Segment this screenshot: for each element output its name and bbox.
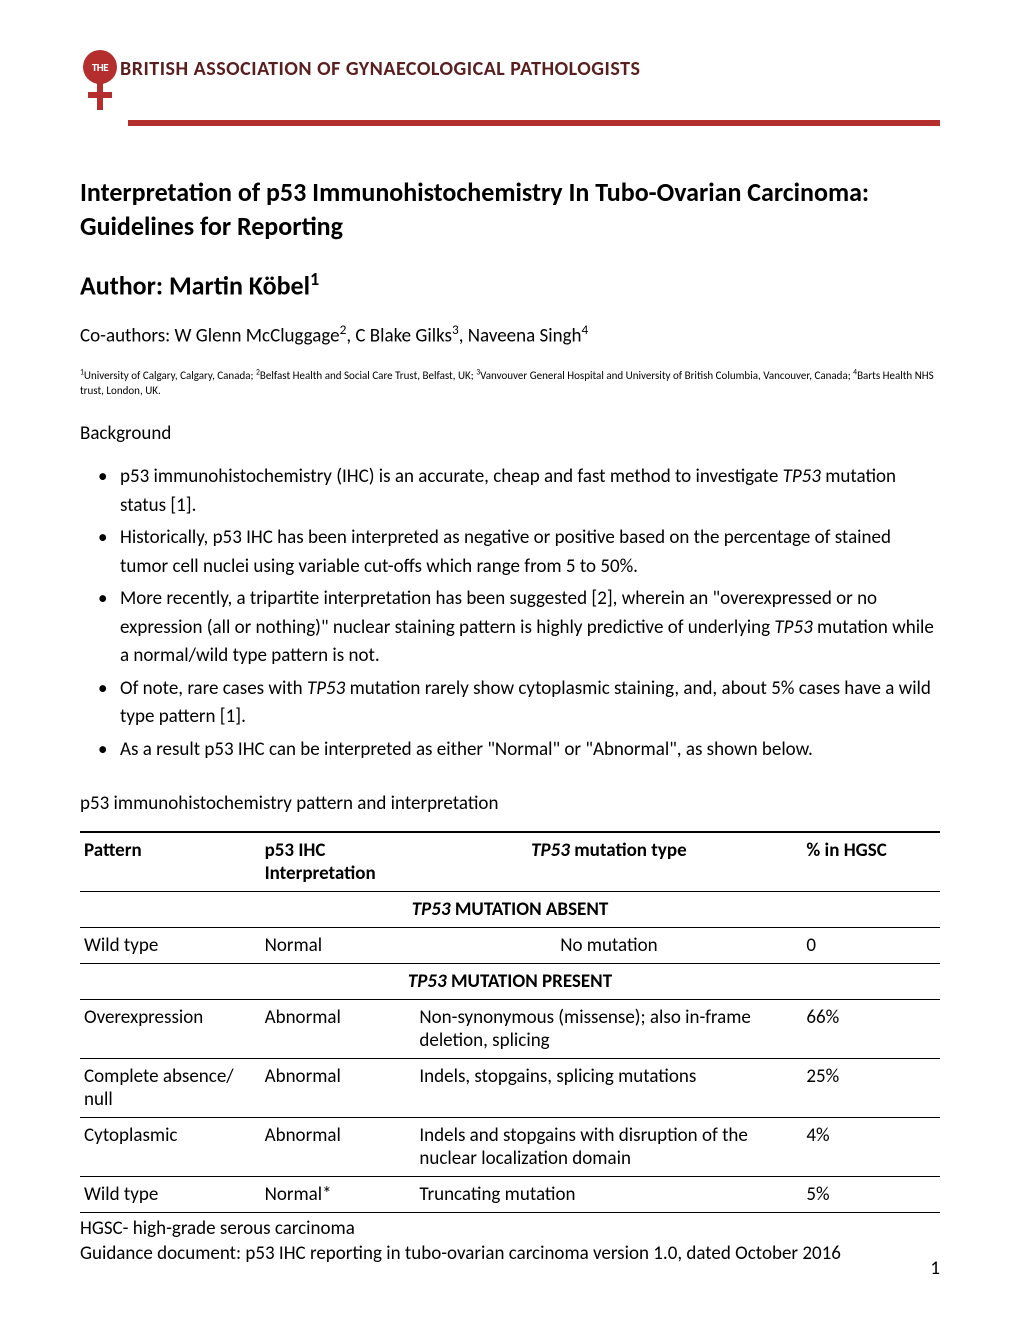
author-heading: Author: Martin Köbel1 — [80, 268, 940, 302]
list-item: Historically, p53 IHC has been interpret… — [120, 524, 940, 581]
affil-3: Vanvouver General Hospital and Universit… — [480, 369, 853, 382]
cell-pct: 25% — [802, 1059, 940, 1118]
table-row: Cytoplasmic Abnormal Indels and stopgain… — [80, 1118, 940, 1177]
cell-interp: Abnormal — [261, 1118, 416, 1177]
cell-pattern: Complete absence/ null — [80, 1059, 261, 1118]
cell-pct: 66% — [802, 1000, 940, 1059]
logo-cross-horizontal — [88, 92, 112, 98]
logo-symbol: THE — [80, 50, 120, 110]
organization-name: BRITISH ASSOCIATION OF GYNAECOLOGICAL PA… — [120, 57, 640, 81]
bullet-text: p53 immunohistochemistry (IHC) is an acc… — [120, 465, 783, 488]
cell-pattern: Overexpression — [80, 1000, 261, 1059]
cell-interp: Abnormal — [261, 1000, 416, 1059]
document-footer: Guidance document: p53 IHC reporting in … — [80, 1242, 940, 1265]
bullet-text: Of note, rare cases with — [120, 677, 307, 700]
cell-interp: Normal* — [261, 1177, 416, 1213]
col-header-pattern: Pattern — [80, 832, 261, 892]
coauthor-2-sup: 3 — [452, 321, 459, 338]
section-italic: TP53 — [408, 970, 447, 993]
coauthor-3-sup: 4 — [582, 321, 589, 338]
affil-2: Belfast Health and Social Care Trust, Be… — [260, 369, 476, 382]
header-logo: THE BRITISH ASSOCIATION OF GYNAECOLOGICA… — [80, 50, 940, 110]
bullet-text: More recently, a tripartite interpretati… — [120, 587, 877, 639]
logo-circle-text: THE — [92, 61, 108, 74]
list-item: As a result p53 IHC can be interpreted a… — [120, 736, 940, 765]
section-cell: TP53 MUTATION PRESENT — [80, 964, 940, 1000]
section-text: MUTATION PRESENT — [447, 970, 612, 993]
list-item: More recently, a tripartite interpretati… — [120, 585, 940, 671]
list-item: Of note, rare cases with TP53 mutation r… — [120, 675, 940, 732]
header-line1: p53 IHC — [265, 839, 326, 862]
author-sup: 1 — [310, 268, 319, 290]
logo-circle: THE — [83, 50, 117, 84]
table-row: Overexpression Abnormal Non-synonymous (… — [80, 1000, 940, 1059]
table-row: Wild type Normal* Truncating mutation 5% — [80, 1177, 940, 1213]
bullet-italic: TP53 — [774, 616, 812, 639]
coauthor-2: , C Blake Gilks — [346, 325, 452, 348]
coauthors-line: Co-authors: W Glenn McCluggage2, C Blake… — [80, 321, 940, 347]
cell-pattern: Cytoplasmic — [80, 1118, 261, 1177]
section-italic: TP53 — [412, 898, 451, 921]
affil-1: University of Calgary, Calgary, Canada; — [84, 369, 256, 382]
cell-pct: 5% — [802, 1177, 940, 1213]
table-row: Complete absence/ null Abnormal Indels, … — [80, 1059, 940, 1118]
interpretation-table: Pattern p53 IHC Interpretation TP53 muta… — [80, 831, 940, 1213]
cell-interp: Normal — [261, 928, 416, 964]
cell-mutation: Non-synonymous (missense); also in-frame… — [415, 1000, 802, 1059]
section-cell: TP53 MUTATION ABSENT — [80, 892, 940, 928]
table-caption: p53 immunohistochemistry pattern and int… — [80, 792, 940, 815]
table-section-present: TP53 MUTATION PRESENT — [80, 964, 940, 1000]
header-line2: Interpretation — [265, 862, 376, 885]
document-title: Interpretation of p53 Immunohistochemist… — [80, 176, 940, 244]
table-header-row: Pattern p53 IHC Interpretation TP53 muta… — [80, 832, 940, 892]
table-footnote: HGSC- high-grade serous carcinoma — [80, 1217, 940, 1240]
affiliations: 1University of Calgary, Calgary, Canada;… — [80, 368, 940, 399]
col-header-mutation: TP53 mutation type — [415, 832, 802, 892]
bullet-italic: TP53 — [783, 465, 821, 488]
table-section-absent: TP53 MUTATION ABSENT — [80, 892, 940, 928]
background-list: p53 immunohistochemistry (IHC) is an acc… — [80, 463, 940, 764]
author-text: Author: Martin Köbel — [80, 269, 310, 301]
cell-mutation: Indels and stopgains with disruption of … — [415, 1118, 802, 1177]
page-number: 1 — [930, 1257, 940, 1280]
header-italic: TP53 — [531, 839, 570, 862]
background-label: Background — [80, 422, 940, 445]
cell-mutation: Indels, stopgains, splicing mutations — [415, 1059, 802, 1118]
header-post: mutation type — [570, 839, 687, 862]
cell-pct: 4% — [802, 1118, 940, 1177]
section-text: MUTATION ABSENT — [451, 898, 609, 921]
table-row: Wild type Normal No mutation 0 — [80, 928, 940, 964]
cell-mutation: No mutation — [415, 928, 802, 964]
coauthor-1: Co-authors: W Glenn McCluggage — [80, 325, 340, 348]
col-header-percent: % in HGSC — [802, 832, 940, 892]
coauthor-3: , Naveena Singh — [459, 325, 582, 348]
cell-pattern: Wild type — [80, 928, 261, 964]
col-header-interpretation: p53 IHC Interpretation — [261, 832, 416, 892]
cell-pattern: Wild type — [80, 1177, 261, 1213]
list-item: p53 immunohistochemistry (IHC) is an acc… — [120, 463, 940, 520]
header-divider — [128, 120, 940, 126]
cell-pct: 0 — [802, 928, 940, 964]
cell-mutation: Truncating mutation — [415, 1177, 802, 1213]
bullet-italic: TP53 — [307, 677, 345, 700]
cell-interp: Abnormal — [261, 1059, 416, 1118]
